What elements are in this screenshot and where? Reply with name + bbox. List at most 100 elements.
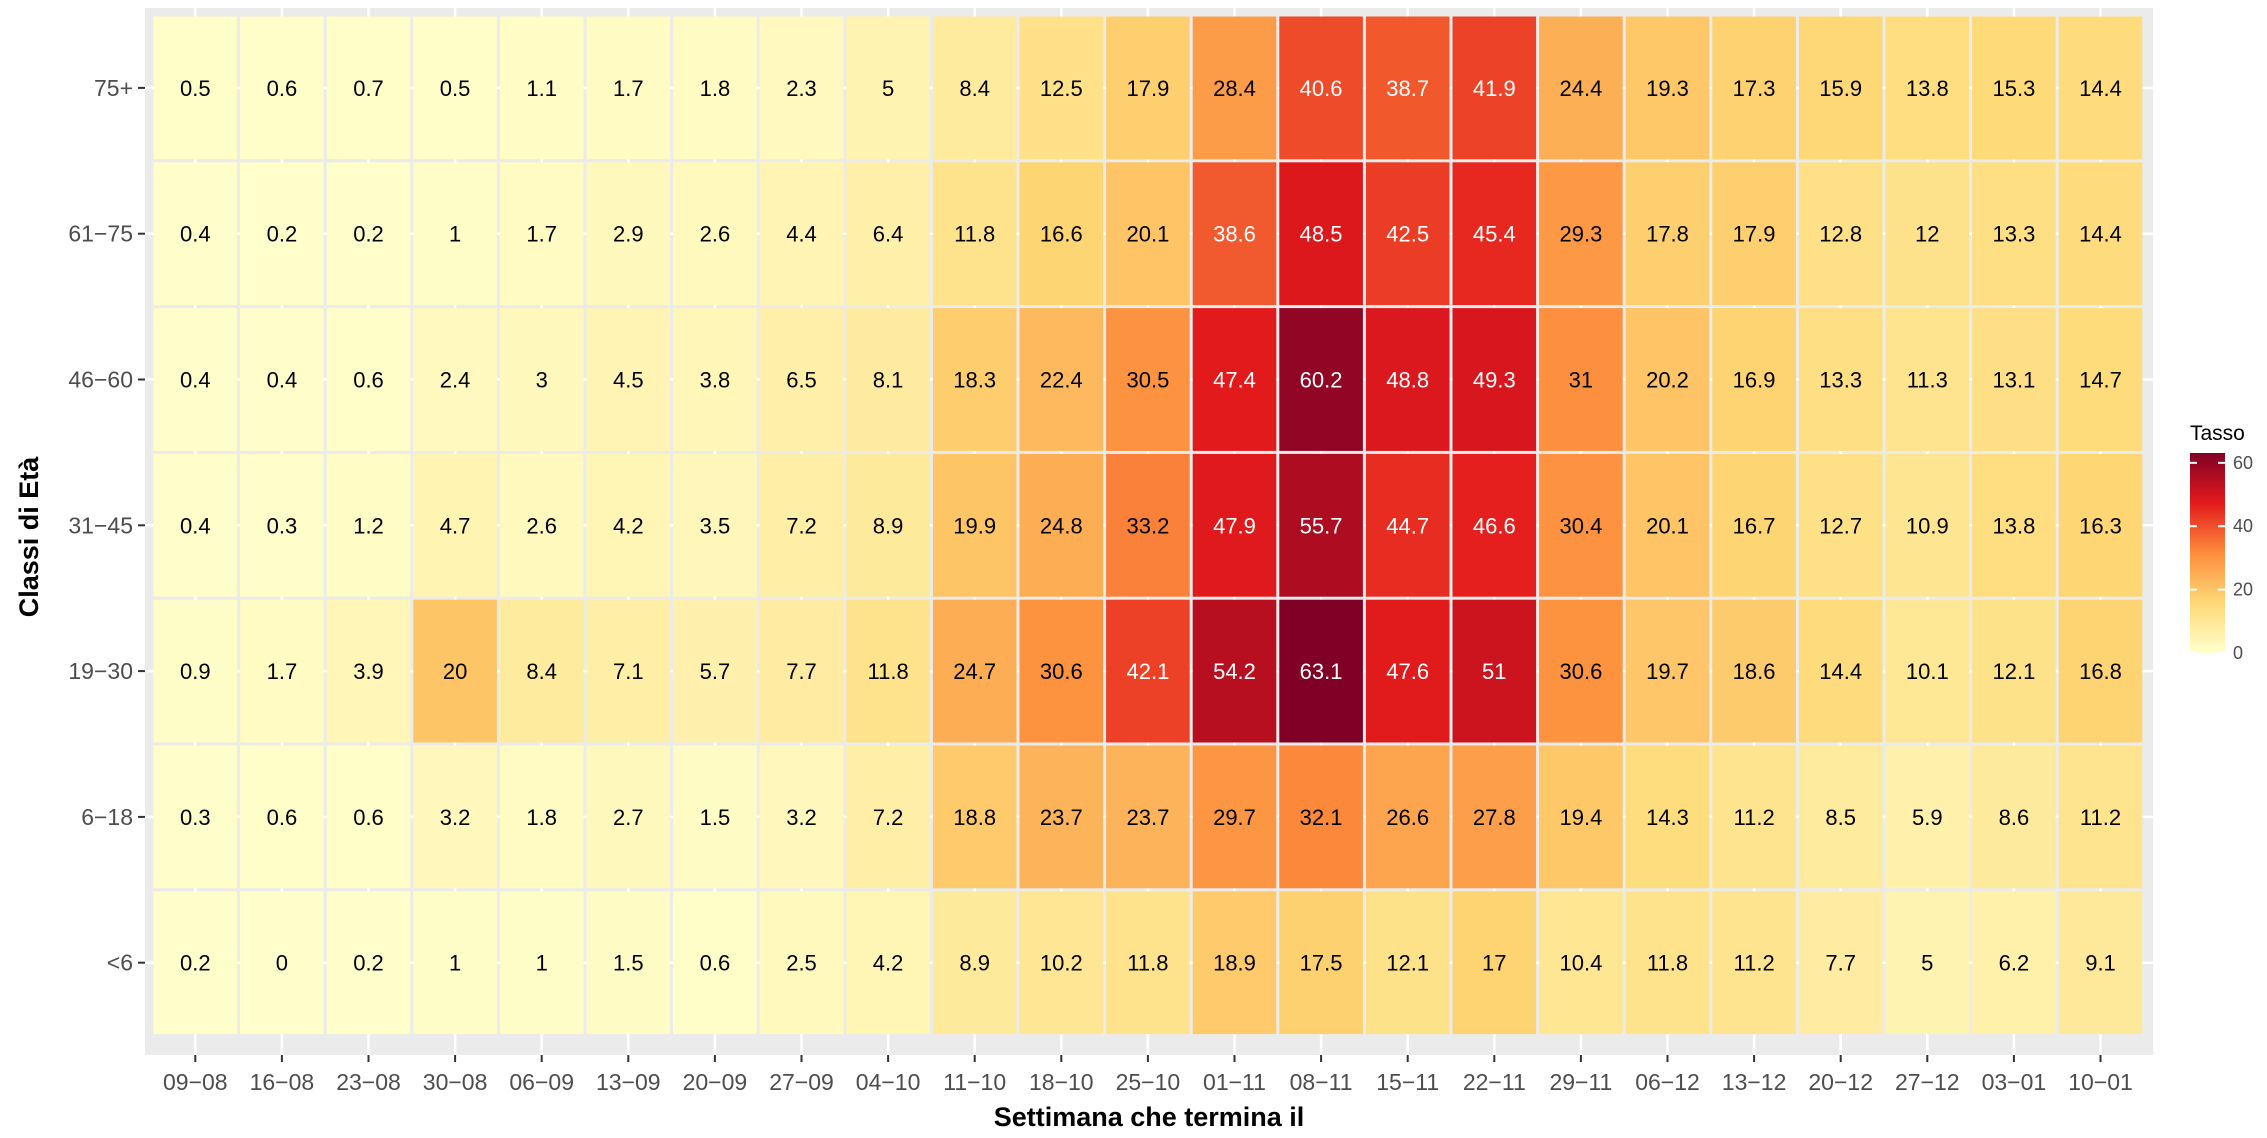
cell-value-label: 14.4 [1819,659,1862,684]
cell-value-label: 4.7 [440,513,471,538]
cell-value-label: 8.9 [873,513,904,538]
cell-value-label: 38.6 [1213,222,1256,247]
cell-value-label: 1 [449,222,461,247]
cell-value-label: 14.4 [2079,76,2122,101]
cell-value-label: 0.6 [353,805,384,830]
cell-value-label: 19.4 [1559,805,1602,830]
cell-value-label: 2.5 [786,951,817,976]
cell-value-label: 4.4 [786,222,817,247]
legend-tick-label: 0 [2233,643,2243,663]
cell-value-label: 7.7 [786,659,817,684]
cell-value-label: 0.3 [267,513,298,538]
cell-value-label: 28.4 [1213,76,1256,101]
cell-value-label: 7.1 [613,659,644,684]
cell-value-label: 17.9 [1733,222,1776,247]
cell-value-label: 23.7 [1040,805,1083,830]
cell-value-label: 29.7 [1213,805,1256,830]
cell-value-label: 44.7 [1386,513,1429,538]
x-tick-label: 25−10 [1116,1069,1181,1095]
cell-value-label: 12.1 [1386,951,1429,976]
cell-value-label: 32.1 [1300,805,1343,830]
cell-value-label: 0.2 [267,222,298,247]
cell-value-label: 19.7 [1646,659,1689,684]
cell-value-label: 24.4 [1559,76,1602,101]
x-tick-label: 22−11 [1463,1069,1526,1095]
cell-value-label: 16.3 [2079,513,2122,538]
cell-value-label: 0.4 [180,222,211,247]
x-tick-label: 18−10 [1029,1069,1094,1095]
cell-value-label: 26.6 [1386,805,1429,830]
cell-value-label: 1.8 [700,76,731,101]
cell-value-label: 60.2 [1300,368,1343,393]
cell-value-label: 47.6 [1386,659,1429,684]
cell-value-label: 20.1 [1126,222,1169,247]
cell-value-label: 3.8 [700,368,731,393]
cell-value-label: 1 [536,951,548,976]
cell-value-label: 4.2 [873,951,904,976]
cell-value-label: 27.8 [1473,805,1516,830]
cell-value-label: 0.2 [353,222,384,247]
cell-value-label: 18.9 [1213,951,1256,976]
cell-value-label: 30.4 [1559,513,1602,538]
x-tick-label: 09−08 [163,1069,228,1095]
y-tick-label: 6−18 [81,804,133,830]
cell-value-label: 3.2 [440,805,471,830]
cell-value-label: 17.8 [1646,222,1689,247]
cell-value-label: 22.4 [1040,368,1083,393]
cell-value-label: 17.9 [1126,76,1169,101]
cell-value-label: 0.3 [180,805,211,830]
cell-value-label: 55.7 [1300,513,1343,538]
cell-value-label: 3.2 [786,805,817,830]
cell-value-label: 4.2 [613,513,644,538]
cell-value-label: 19.3 [1646,76,1689,101]
cell-value-label: 6.4 [873,222,904,247]
cell-value-label: 2.6 [526,513,557,538]
cell-value-label: 11.2 [1734,805,1775,830]
cell-value-label: 1.2 [353,513,384,538]
x-tick-label: 01−11 [1203,1069,1266,1095]
cell-value-label: 13.8 [1992,513,2035,538]
cell-value-label: 31 [1569,368,1593,393]
x-tick-label: 11−10 [943,1069,1006,1095]
cell-value-label: 17 [1482,951,1506,976]
cell-value-label: 2.6 [700,222,731,247]
cell-value-label: 0.4 [180,368,211,393]
x-tick-label: 29−11 [1549,1069,1612,1095]
cell-value-label: 11.2 [1734,951,1775,976]
cell-value-label: 0.6 [267,805,298,830]
cell-value-label: 0.5 [440,76,471,101]
x-tick-label: 16−08 [250,1069,315,1095]
cell-value-label: 14.4 [2079,222,2122,247]
legend-tick-label: 40 [2233,516,2253,536]
x-axis: 09−08 16−08 23−08 30−08 06−09 13−09 20−09 27−09… [163,1055,2133,1095]
cell-value-label: 0.4 [267,368,298,393]
cell-value-label: 63.1 [1300,659,1343,684]
cell-value-label: 11.3 [1907,368,1948,393]
y-axis-title: Classi di Età [14,456,44,618]
cell-value-label: 8.4 [526,659,557,684]
cell-value-label: 10.1 [1906,659,1949,684]
cell-value-label: 13.3 [1992,222,2035,247]
cell-value-label: 3.5 [700,513,731,538]
legend-tick-label: 60 [2233,453,2253,473]
x-tick-label: 27−12 [1895,1069,1960,1095]
legend: Tasso 0204060 [2190,422,2253,663]
cell-value-label: 16.9 [1733,368,1776,393]
cell-value-label: 8.4 [959,76,990,101]
cell-value-label: 5 [882,76,894,101]
cell-value-label: 5.9 [1912,805,1943,830]
cell-value-label: 0.5 [180,76,211,101]
cell-value-label: 0.6 [353,368,384,393]
cell-value-label: 16.8 [2079,659,2122,684]
cell-value-label: 1.7 [267,659,298,684]
cell-value-label: 14.7 [2079,368,2122,393]
cell-value-label: 30.6 [1559,659,1602,684]
cell-value-label: 19.9 [953,513,996,538]
y-tick-label: 19−30 [68,658,133,684]
cell-value-label: 5 [1921,951,1933,976]
cell-value-label: 40.6 [1300,76,1343,101]
cell-value-label: 54.2 [1213,659,1256,684]
cell-value-label: 42.1 [1126,659,1169,684]
cell-value-label: 11.2 [2080,805,2121,830]
cell-value-label: 8.9 [959,951,990,976]
